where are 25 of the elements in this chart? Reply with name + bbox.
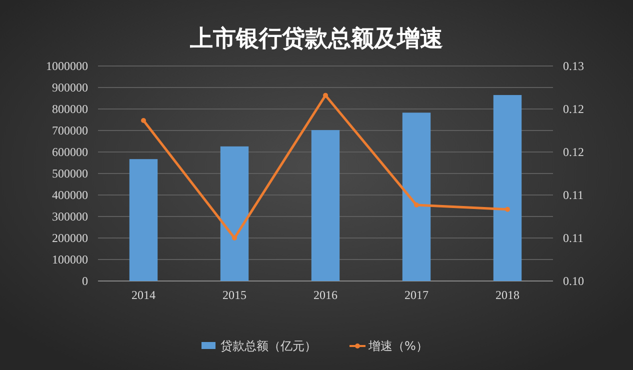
y-tick-label: 100000 [52, 252, 88, 267]
x-tick-label: 2015 [222, 288, 246, 302]
x-tick-label: 2018 [496, 288, 520, 302]
y2-tick-label: 0.12 [563, 102, 584, 116]
y-tick-label: 1000000 [46, 59, 88, 74]
y2-tick-label: 0.13 [563, 59, 584, 74]
y-tick-label: 600000 [52, 145, 88, 160]
y-tick-label: 0 [82, 274, 88, 288]
y2-tick-label: 0.12 [563, 145, 584, 160]
y-tick-label: 500000 [52, 166, 88, 181]
legend-label: 增速（%） [368, 339, 428, 354]
y2-tick-label: 0.11 [563, 231, 584, 246]
y-tick-label: 900000 [52, 80, 88, 95]
y2-tick-label: 0.10 [563, 274, 584, 288]
y-tick-label: 800000 [52, 102, 88, 116]
y-tick-label: 300000 [52, 210, 88, 224]
y-tick-label: 400000 [52, 188, 88, 202]
y2-tick-label: 0.11 [563, 188, 584, 202]
x-tick-label: 2017 [404, 288, 428, 302]
y-tick-label: 200000 [52, 231, 88, 246]
x-tick-label: 2016 [314, 288, 338, 302]
chart-title: 上市银行贷款总额及增速 [189, 25, 443, 52]
y-tick-label: 700000 [52, 124, 88, 138]
legend-label: 贷款总额（亿元） [220, 339, 316, 354]
x-tick-label: 2014 [132, 288, 156, 302]
